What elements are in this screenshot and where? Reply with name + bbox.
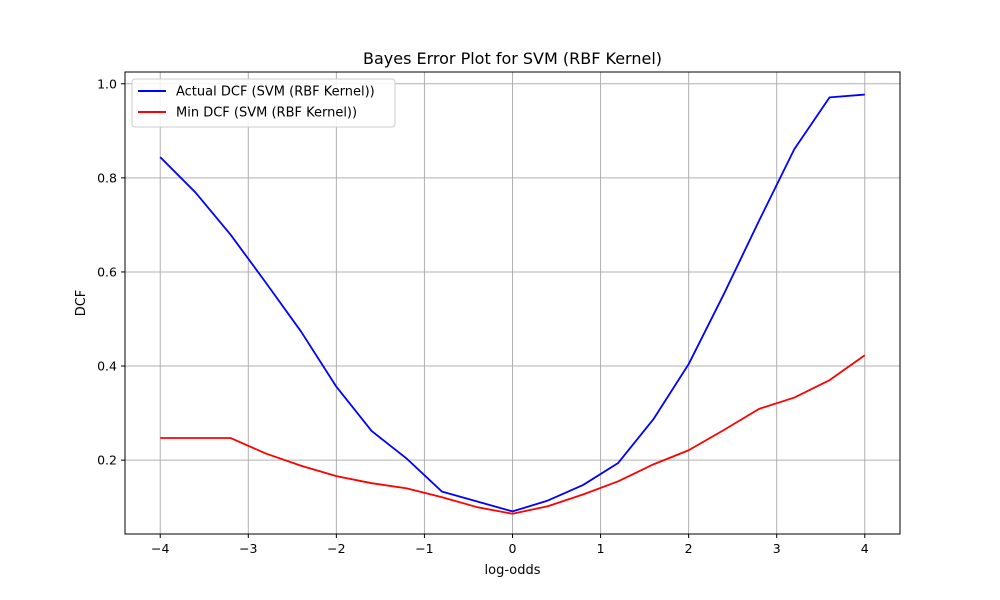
- x-tick-label: 2: [685, 541, 693, 556]
- y-tick-label: 0.2: [97, 453, 117, 468]
- x-tick-label: 4: [861, 541, 869, 556]
- x-tick-label: −2: [327, 541, 345, 556]
- legend-box: [131, 78, 396, 128]
- plot-frame: [124, 71, 901, 535]
- legend-label-min-dcf: Min DCF (SVM (RBF Kernel)): [176, 106, 357, 121]
- series-layer: [159, 93, 866, 515]
- ticks-layer: −4 −3 −2 −1 0 1 2 3 4 0.2 0.4 0.6 0.8 1.0: [97, 76, 869, 556]
- x-tick-label: −1: [415, 541, 433, 556]
- y-tick-label: 1.0: [97, 76, 117, 91]
- legend: Actual DCF (SVM (RBF Kernel)) Min DCF (S…: [131, 78, 396, 128]
- series-line-min-dcf: [160, 354, 866, 515]
- grid-layer: [125, 72, 900, 534]
- y-axis-label: DCF: [74, 290, 89, 317]
- x-tick-label: −4: [151, 541, 169, 556]
- x-tick-label: 0: [509, 541, 517, 556]
- y-tick-label: 0.8: [97, 170, 117, 185]
- x-tick-label: 1: [597, 541, 605, 556]
- chart-title: Bayes Error Plot for SVM (RBF Kernel): [363, 49, 662, 68]
- x-tick-label: 3: [773, 541, 781, 556]
- x-axis-label: log-odds: [485, 563, 541, 578]
- series-line-actual-dcf: [159, 93, 865, 513]
- y-tick-label: 0.4: [97, 359, 117, 374]
- x-tick-label: −3: [239, 541, 257, 556]
- y-tick-label: 0.6: [97, 264, 117, 279]
- legend-label-actual-dcf: Actual DCF (SVM (RBF Kernel)): [176, 85, 375, 100]
